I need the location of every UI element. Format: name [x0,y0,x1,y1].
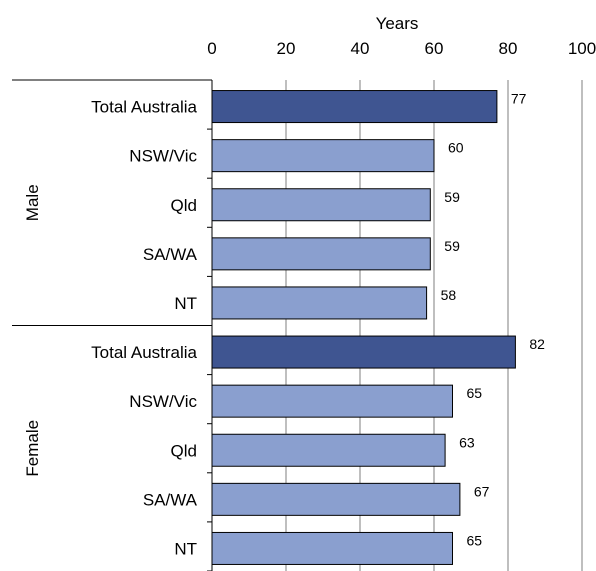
bar [212,91,497,123]
category-label: NSW/Vic [129,147,197,166]
data-label: 67 [474,483,490,499]
bar [212,385,453,417]
data-label: 63 [459,434,475,450]
tick-label: 60 [425,39,444,58]
group-labels: Male Female [12,80,212,477]
data-label: 77 [511,91,527,107]
bar [212,434,445,466]
group-label: Male [23,184,42,221]
bar [212,238,430,270]
data-label: 65 [467,385,483,401]
bar [212,483,460,515]
axis-title: Years [376,14,419,33]
category-label: Qld [171,196,197,215]
data-label: 59 [444,189,460,205]
tick-label: 80 [499,39,518,58]
bar [212,336,515,368]
data-label: 60 [448,140,464,156]
category-label: SA/WA [143,490,198,509]
tick-label: 100 [568,39,596,58]
category-label: NSW/Vic [129,392,197,411]
bar [212,189,430,221]
category-labels: Total Australia NSW/Vic Qld SA/WA NT Total Au… [91,98,198,559]
data-label: 65 [467,532,483,548]
bar [212,140,434,172]
tick-label: 0 [207,39,216,58]
category-label: Total Australia [91,98,197,117]
tick-label: 40 [351,39,370,58]
data-label: 59 [444,238,460,254]
x-axis-ticks: 0 20 40 60 80 100 [207,39,596,58]
tick-label: 20 [277,39,296,58]
bars: 77 60 59 59 58 82 65 63 67 65 [212,91,545,565]
data-label: 58 [441,287,457,303]
category-label: NT [174,294,197,313]
category-label: Qld [171,441,197,460]
group-label: Female [23,420,42,477]
category-label: NT [174,539,197,558]
category-label: SA/WA [143,245,198,264]
bar [212,287,427,319]
data-label: 82 [529,336,545,352]
category-label: Total Australia [91,343,197,362]
bar [212,532,453,564]
